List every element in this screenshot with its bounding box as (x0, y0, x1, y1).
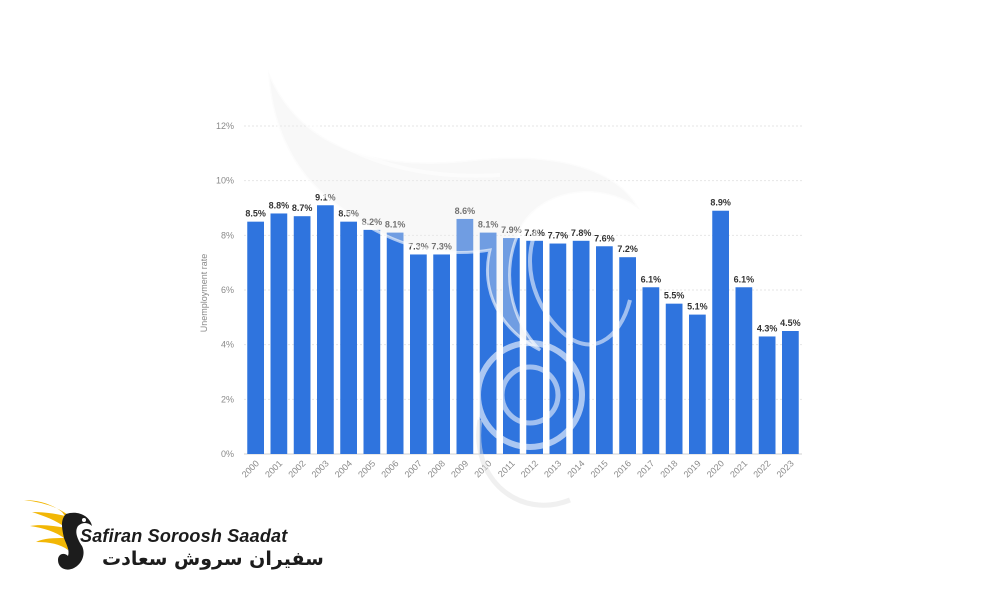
y-tick-label: 4% (221, 340, 234, 350)
y-tick-label: 0% (221, 449, 234, 459)
bar-2005 (363, 229, 381, 454)
bar-2007 (410, 254, 427, 454)
data-label-2002: 8.7% (292, 203, 313, 213)
x-tick-label: 2018 (658, 458, 679, 479)
bar-2023 (782, 331, 799, 454)
x-tick-label: 2009 (449, 458, 470, 479)
x-tick-label: 2015 (589, 458, 610, 479)
data-label-2013: 7.7% (548, 231, 569, 241)
bar-2018 (665, 303, 683, 454)
data-label-2023: 4.5% (780, 318, 801, 328)
data-label-2008: 7.3% (431, 241, 452, 251)
x-tick-label: 2023 (775, 458, 796, 479)
x-tick-label: 2022 (751, 458, 772, 479)
bar-2020 (712, 210, 729, 454)
data-label-2009: 8.6% (455, 206, 476, 216)
data-label-2022: 4.3% (757, 323, 778, 333)
data-label-2001: 8.8% (269, 200, 290, 210)
x-tick-label: 2003 (310, 458, 331, 479)
x-tick-label: 2007 (403, 458, 424, 479)
data-label-2018: 5.5% (664, 291, 685, 301)
bar-2022 (758, 336, 776, 454)
bar-2002 (293, 216, 311, 454)
y-axis-ticks: 0% 2% 4% 6% 8% 10% 12% (216, 121, 234, 459)
bar-2008 (433, 254, 450, 454)
bar-2010 (479, 232, 497, 454)
x-tick-label: 2014 (565, 458, 586, 479)
data-label-2011: 7.9% (501, 225, 522, 235)
data-label-2005: 8.2% (362, 217, 383, 227)
data-label-2019: 5.1% (687, 302, 708, 312)
data-label-2003: 9.1% (315, 192, 336, 202)
bar-2006 (386, 232, 404, 454)
bar-2001 (270, 213, 288, 454)
bar-2012 (526, 240, 543, 454)
data-label-2006: 8.1% (385, 220, 406, 230)
data-label-2014: 7.8% (571, 228, 592, 238)
phoenix-bird-icon (24, 500, 92, 570)
data-label-2015: 7.6% (594, 233, 615, 243)
bar-2015 (596, 246, 613, 454)
bar-2011 (503, 238, 520, 454)
x-tick-label: 2020 (705, 458, 726, 479)
x-tick-label: 2021 (728, 458, 749, 479)
bar-2013 (549, 243, 567, 454)
y-tick-label: 6% (221, 285, 234, 295)
y-tick-label: 8% (221, 230, 234, 240)
bar-2003 (317, 205, 334, 454)
data-label-2012: 7.8% (524, 228, 545, 238)
logo-text-english: Safiran Soroosh Saadat (80, 526, 288, 546)
data-label-2007: 7.3% (408, 241, 429, 251)
x-tick-label: 2001 (263, 458, 284, 479)
data-label-2017: 6.1% (641, 274, 662, 284)
data-label-2004: 8.5% (338, 209, 359, 219)
data-label-2016: 7.2% (617, 244, 638, 254)
x-tick-label: 2008 (426, 458, 447, 479)
x-tick-label: 2017 (635, 458, 656, 479)
bar-2019 (689, 314, 706, 454)
data-label-2000: 8.5% (245, 209, 266, 219)
x-tick-label: 2011 (496, 458, 517, 479)
bar-2000 (247, 221, 264, 454)
x-axis-ticks: 2000 2001 2002 2003 2004 2005 2006 2007 2008 2009… (240, 458, 796, 479)
x-tick-label: 2004 (333, 458, 354, 479)
bar-2021 (735, 287, 753, 454)
x-tick-label: 2012 (519, 458, 540, 479)
x-tick-label: 2000 (240, 458, 261, 479)
x-tick-label: 2002 (286, 458, 307, 479)
y-tick-label: 2% (221, 394, 234, 404)
bar-2017 (642, 287, 660, 454)
bar-2014 (572, 240, 590, 454)
x-tick-label: 2016 (612, 458, 633, 479)
bar-2016 (619, 257, 636, 454)
bars-layer (247, 205, 799, 454)
y-tick-label: 10% (216, 176, 234, 186)
company-logo: Safiran Soroosh Saadat سفیران سروش سعادت (20, 492, 324, 582)
x-tick-label: 2013 (542, 458, 563, 479)
x-tick-label: 2010 (472, 458, 493, 479)
data-label-2010: 8.1% (478, 220, 499, 230)
y-axis-title: Unemployment rate (199, 254, 209, 333)
x-tick-label: 2019 (682, 458, 703, 479)
logo-text-persian: سفیران سروش سعادت (102, 548, 324, 570)
bar-2004 (340, 221, 357, 454)
x-tick-label: 2006 (379, 458, 400, 479)
bar-2009 (456, 218, 474, 454)
data-label-2020: 8.9% (710, 198, 731, 208)
y-tick-label: 12% (216, 121, 234, 131)
x-tick-label: 2005 (356, 458, 377, 479)
data-label-2021: 6.1% (734, 274, 755, 284)
